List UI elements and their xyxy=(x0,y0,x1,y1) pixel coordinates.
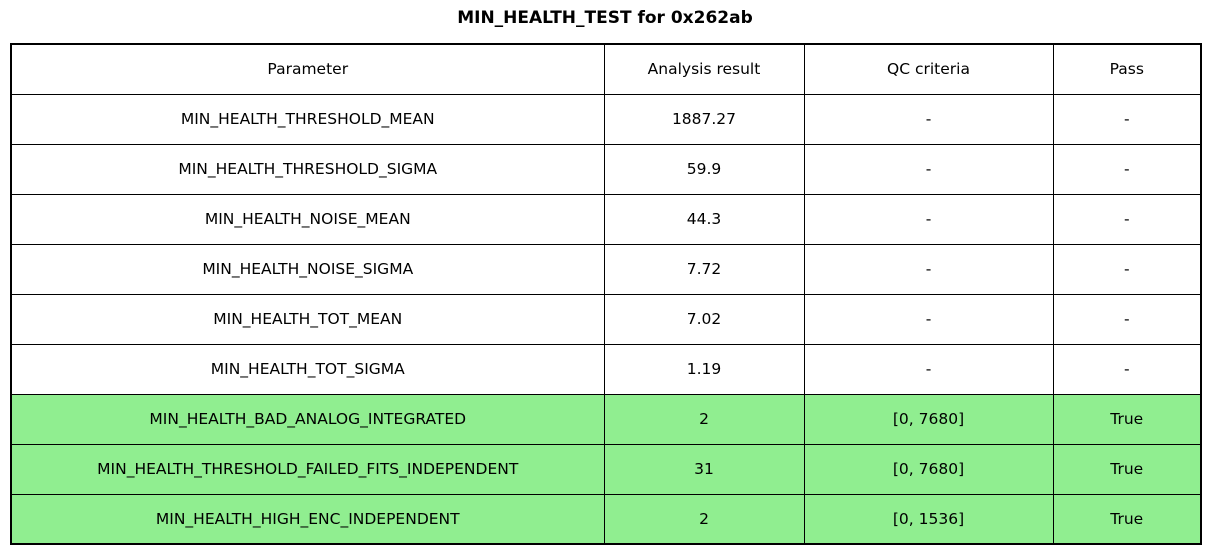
cell-pass: - xyxy=(1052,293,1202,345)
cell-qc-criteria: - xyxy=(803,293,1054,345)
cell-pass: True xyxy=(1052,393,1202,445)
cell-analysis-result: 31 xyxy=(603,443,805,495)
cell-parameter: MIN_HEALTH_NOISE_MEAN xyxy=(10,193,605,245)
cell-qc-criteria: - xyxy=(803,343,1054,395)
cell-analysis-result: 2 xyxy=(603,393,805,445)
table-row: MIN_HEALTH_NOISE_MEAN 44.3 - - xyxy=(10,193,1202,245)
cell-qc-criteria: - xyxy=(803,193,1054,245)
cell-parameter: MIN_HEALTH_BAD_ANALOG_INTEGRATED xyxy=(10,393,605,445)
table-row: MIN_HEALTH_THRESHOLD_SIGMA 59.9 - - xyxy=(10,143,1202,195)
cell-parameter: MIN_HEALTH_HIGH_ENC_INDEPENDENT xyxy=(10,493,605,545)
cell-pass: - xyxy=(1052,193,1202,245)
cell-parameter: MIN_HEALTH_TOT_MEAN xyxy=(10,293,605,345)
cell-qc-criteria: - xyxy=(803,143,1054,195)
cell-pass: True xyxy=(1052,493,1202,545)
cell-qc-criteria: [0, 7680] xyxy=(803,393,1054,445)
cell-pass: True xyxy=(1052,443,1202,495)
cell-parameter: MIN_HEALTH_TOT_SIGMA xyxy=(10,343,605,395)
table-row: MIN_HEALTH_NOISE_SIGMA 7.72 - - xyxy=(10,243,1202,295)
table-row-pass: MIN_HEALTH_BAD_ANALOG_INTEGRATED 2 [0, 7… xyxy=(10,393,1202,445)
cell-analysis-result: 2 xyxy=(603,493,805,545)
column-header-pass: Pass xyxy=(1052,43,1202,95)
cell-qc-criteria: - xyxy=(803,93,1054,145)
cell-pass: - xyxy=(1052,93,1202,145)
column-header-parameter: Parameter xyxy=(10,43,605,95)
table-row-pass: MIN_HEALTH_THRESHOLD_FAILED_FITS_INDEPEN… xyxy=(10,443,1202,495)
qc-results-table: Parameter Analysis result QC criteria Pa… xyxy=(10,43,1202,545)
cell-analysis-result: 59.9 xyxy=(603,143,805,195)
cell-pass: - xyxy=(1052,343,1202,395)
cell-parameter: MIN_HEALTH_NOISE_SIGMA xyxy=(10,243,605,295)
cell-analysis-result: 1.19 xyxy=(603,343,805,395)
cell-parameter: MIN_HEALTH_THRESHOLD_FAILED_FITS_INDEPEN… xyxy=(10,443,605,495)
header-row: Parameter Analysis result QC criteria Pa… xyxy=(10,43,1202,95)
table-body: MIN_HEALTH_THRESHOLD_MEAN 1887.27 - - MI… xyxy=(10,93,1202,545)
column-header-qc-criteria: QC criteria xyxy=(803,43,1054,95)
cell-qc-criteria: [0, 7680] xyxy=(803,443,1054,495)
cell-analysis-result: 44.3 xyxy=(603,193,805,245)
table-row-pass: MIN_HEALTH_HIGH_ENC_INDEPENDENT 2 [0, 15… xyxy=(10,493,1202,545)
cell-pass: - xyxy=(1052,243,1202,295)
cell-analysis-result: 7.02 xyxy=(603,293,805,345)
cell-qc-criteria: [0, 1536] xyxy=(803,493,1054,545)
table-row: MIN_HEALTH_TOT_MEAN 7.02 - - xyxy=(10,293,1202,345)
table-row: MIN_HEALTH_TOT_SIGMA 1.19 - - xyxy=(10,343,1202,395)
column-header-analysis-result: Analysis result xyxy=(603,43,805,95)
cell-parameter: MIN_HEALTH_THRESHOLD_SIGMA xyxy=(10,143,605,195)
cell-analysis-result: 1887.27 xyxy=(603,93,805,145)
cell-pass: - xyxy=(1052,143,1202,195)
cell-qc-criteria: - xyxy=(803,243,1054,295)
cell-parameter: MIN_HEALTH_THRESHOLD_MEAN xyxy=(10,93,605,145)
cell-analysis-result: 7.72 xyxy=(603,243,805,295)
page-title: MIN_HEALTH_TEST for 0x262ab xyxy=(457,8,753,28)
table-row: MIN_HEALTH_THRESHOLD_MEAN 1887.27 - - xyxy=(10,93,1202,145)
